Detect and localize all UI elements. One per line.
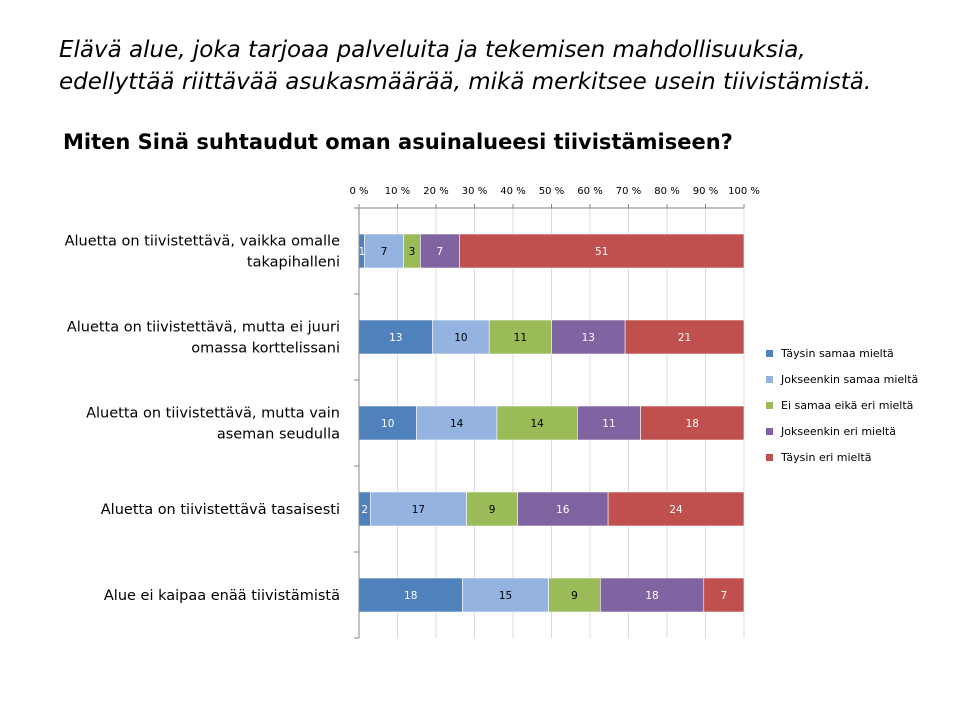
legend-swatch xyxy=(766,350,773,357)
legend-swatch xyxy=(766,376,773,383)
bar-segment xyxy=(640,405,745,441)
data-label: 24 xyxy=(669,504,683,516)
data-label: 13 xyxy=(389,332,402,344)
data-label: 11 xyxy=(514,332,527,344)
data-label: 10 xyxy=(454,332,467,344)
data-label: 2 xyxy=(361,504,368,516)
data-label: 21 xyxy=(678,332,691,344)
legend-item: Ei samaa eikä eri mieltä xyxy=(781,399,913,412)
data-label: 15 xyxy=(499,590,512,602)
intro-text: Elävä alue, joka tarjoaa palveluita ja t… xyxy=(59,37,872,95)
category-label: Alue ei kaipaa enää tiivistämistä xyxy=(104,588,340,604)
legend-item: Jokseenkin eri mieltä xyxy=(780,425,896,438)
x-tick-label: 30 % xyxy=(462,186,487,197)
legend-item: Täysin samaa mieltä xyxy=(780,347,894,360)
x-tick-label: 80 % xyxy=(654,186,679,197)
legend-swatch xyxy=(766,454,773,461)
category-labels: Aluetta on tiivistettävä, vaikka omalle t… xyxy=(65,234,341,605)
bar-segment xyxy=(607,491,745,527)
bar-segment xyxy=(703,577,745,613)
data-label: 14 xyxy=(450,418,464,430)
bar-segment xyxy=(600,577,705,613)
category-label: Aluetta on tiivistettävä, mutta ei juuri xyxy=(67,320,340,336)
data-label: 14 xyxy=(530,418,544,430)
x-tick-label: 100 % xyxy=(728,186,760,197)
x-tick-label: 10 % xyxy=(385,186,410,197)
bar-segment xyxy=(496,405,578,441)
legend-swatch xyxy=(766,402,773,409)
chart-title: Miten Sinä suhtaudut oman asuinalueesi t… xyxy=(63,130,733,154)
x-tick-label: 20 % xyxy=(423,186,448,197)
category-label: omassa korttelissani xyxy=(191,341,340,357)
bar-segment xyxy=(432,319,490,355)
x-tick-label: 40 % xyxy=(500,186,525,197)
data-label: 1 xyxy=(358,246,365,258)
data-label: 7 xyxy=(721,590,728,602)
data-label: 18 xyxy=(645,590,658,602)
data-label: 18 xyxy=(404,590,417,602)
legend-item: Jokseenkin samaa mieltä xyxy=(780,373,918,386)
bar-segment xyxy=(577,405,641,441)
category-label: takapihalleni xyxy=(247,255,340,271)
bar-segment xyxy=(370,491,467,527)
bar-segment xyxy=(358,577,463,613)
x-tick-label: 90 % xyxy=(693,186,718,197)
data-label: 11 xyxy=(602,418,615,430)
bar-segment xyxy=(364,233,404,269)
data-label: 13 xyxy=(582,332,595,344)
legend-swatch xyxy=(766,428,773,435)
data-label: 18 xyxy=(686,418,699,430)
x-tick-label: 70 % xyxy=(616,186,641,197)
x-tick-label: 50 % xyxy=(539,186,564,197)
data-label: 16 xyxy=(556,504,570,516)
category-label: Aluetta on tiivistettävä tasaisesti xyxy=(101,502,340,518)
data-label: 51 xyxy=(595,246,608,258)
bar-segment xyxy=(358,319,433,355)
x-tick-label: 0 % xyxy=(349,186,368,197)
data-label: 3 xyxy=(409,246,416,258)
data-label: 7 xyxy=(381,246,388,258)
axes: 0 % 10 % 20 % 30 % 40 % 50 % 60 % 70 % 80 % 90 % 1… xyxy=(349,186,760,639)
category-label: aseman seudulla xyxy=(217,427,340,443)
data-label: 9 xyxy=(489,504,496,516)
data-label: 17 xyxy=(412,504,425,516)
bar-segment xyxy=(459,233,745,269)
bar-segment xyxy=(462,577,549,613)
data-label: 7 xyxy=(437,246,444,258)
legend: Täysin samaa mieltä Jokseenkin samaa miel… xyxy=(766,347,918,464)
x-tick-label: 60 % xyxy=(577,186,602,197)
category-label: Aluetta on tiivistettävä, vaikka omalle xyxy=(65,234,341,250)
data-label: 10 xyxy=(381,418,394,430)
legend-item: Täysin eri mieltä xyxy=(780,451,871,464)
bar-segment xyxy=(551,319,626,355)
bar-segment xyxy=(624,319,745,355)
bar-segment xyxy=(466,491,518,527)
bar-segment xyxy=(517,491,609,527)
category-label: Aluetta on tiivistettävä, mutta vain xyxy=(86,406,340,422)
bar-segment xyxy=(358,405,417,441)
bar-segment xyxy=(416,405,498,441)
data-label: 9 xyxy=(571,590,578,602)
